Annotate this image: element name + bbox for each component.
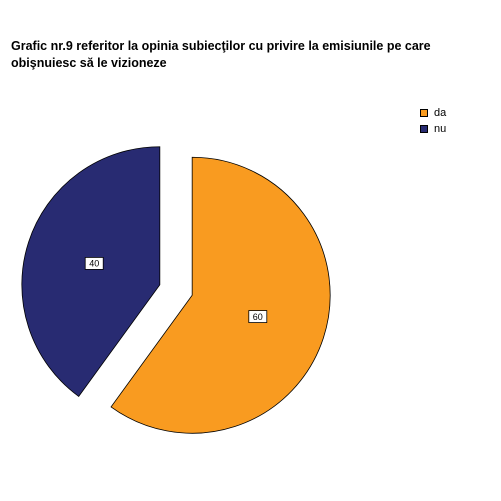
pie-slice-da — [110, 156, 331, 434]
data-label-text-nu: 40 — [89, 259, 99, 269]
data-label-box-da — [248, 310, 268, 323]
data-label-da: 60 — [248, 310, 268, 323]
data-label-box-nu — [84, 257, 104, 270]
chart-title: Grafic nr.9 referitor la opinia subiecţi… — [11, 38, 481, 72]
pie-data-labels: 60 40 — [84, 257, 268, 323]
legend-label-nu: nu — [434, 123, 447, 135]
pie-slice-nu — [21, 146, 161, 397]
legend-item-da: da — [420, 105, 446, 121]
data-label-nu: 40 — [84, 257, 104, 270]
legend-swatch-da — [420, 109, 428, 117]
chart-title-line-2: obişnuiesc să le vizioneze — [11, 56, 167, 70]
data-label-text-da: 60 — [253, 312, 263, 322]
chart-title-line-1: Grafic nr.9 referitor la opinia subiecţi… — [11, 39, 431, 53]
legend-item-nu: nu — [420, 121, 446, 137]
legend-swatch-nu — [420, 125, 428, 133]
chart-legend: da nu — [420, 105, 446, 137]
pie-slices — [21, 146, 331, 434]
legend-label-da: da — [434, 107, 447, 119]
